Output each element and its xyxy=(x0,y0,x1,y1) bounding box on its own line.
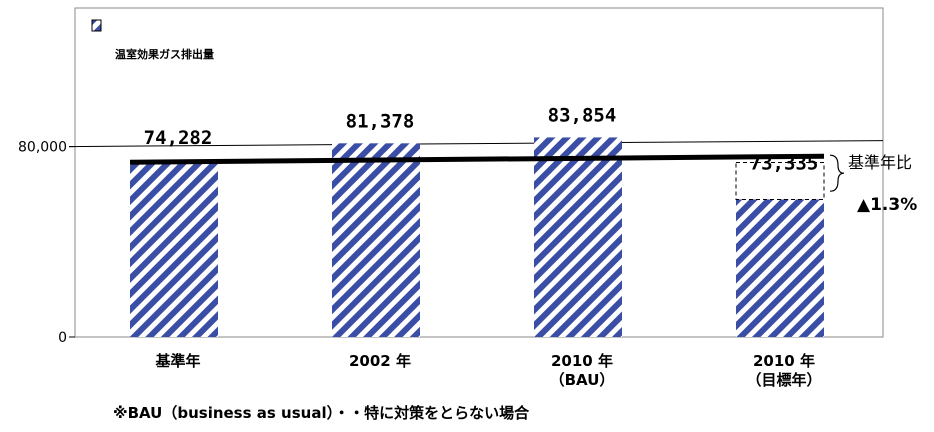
bar xyxy=(332,143,420,337)
legend-swatch xyxy=(91,19,102,32)
value-label: 81,378 xyxy=(346,110,415,132)
gridline xyxy=(68,140,884,148)
category-label: 基準年 xyxy=(154,352,200,370)
bar xyxy=(736,199,824,337)
category-label: 2010 年 xyxy=(551,352,613,370)
value-label: 83,854 xyxy=(548,104,617,126)
y-tick-label: 0 xyxy=(58,330,67,346)
bar xyxy=(534,137,622,337)
bracket xyxy=(829,154,845,192)
category-label: （BAU） xyxy=(550,371,615,389)
reference-ratio-label: 基準年比 xyxy=(848,153,912,172)
reduction-outline xyxy=(735,161,825,200)
category-label: 2010 年 xyxy=(753,352,815,370)
reference-line xyxy=(129,153,825,165)
footnote: ※BAU（business as usual）・・特に対策をとらない場合 xyxy=(113,404,530,422)
category-label: 2002 年 xyxy=(349,352,411,370)
plot-frame xyxy=(74,7,884,338)
value-label: 74,282 xyxy=(144,127,213,149)
bar xyxy=(130,160,218,337)
y-tick-label: 80,000 xyxy=(18,140,67,156)
legend-label: 温室効果ガス排出量 xyxy=(115,47,214,61)
value-label: 73,335 xyxy=(750,152,819,174)
reference-ratio-value: ▲1.3% xyxy=(857,195,917,215)
category-label: （目標年） xyxy=(746,371,821,389)
